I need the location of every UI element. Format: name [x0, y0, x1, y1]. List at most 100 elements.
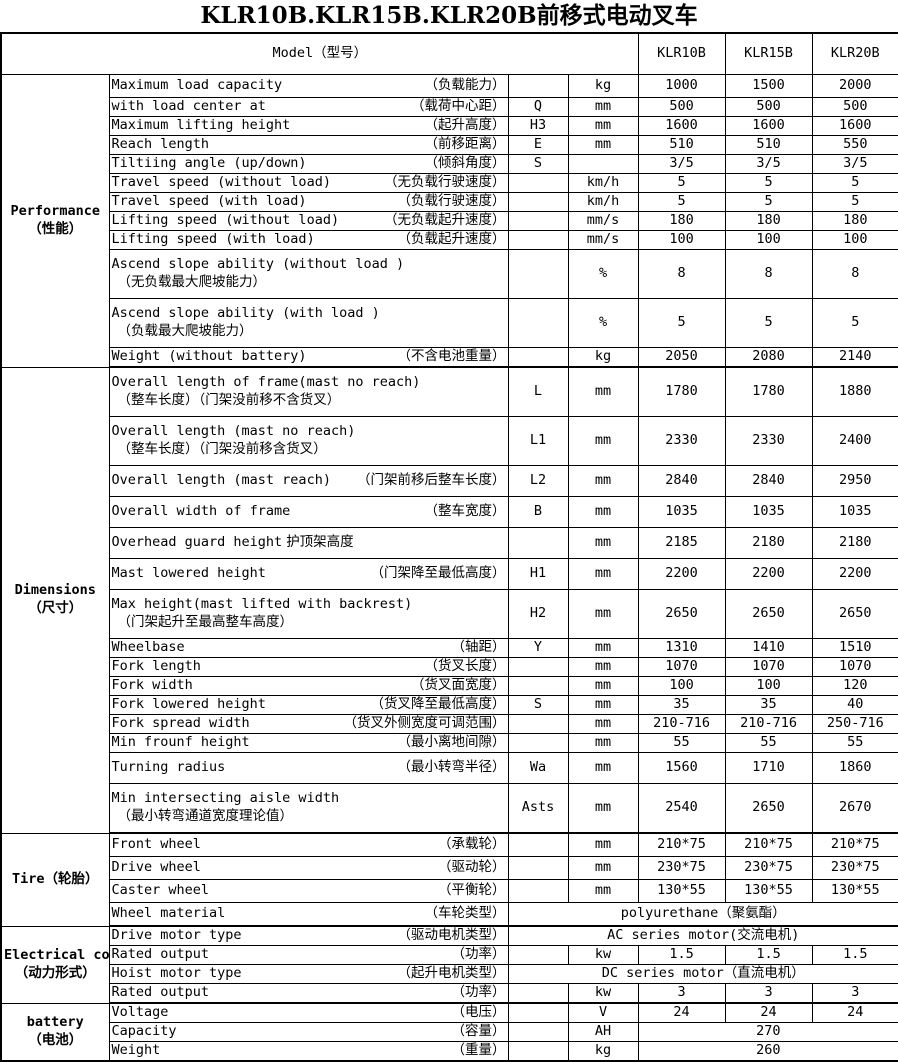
spec-description: Travel speed (without load) （无负载行驶速度）	[108, 173, 509, 193]
unit-cell: mm	[567, 879, 639, 903]
symbol-cell: S	[507, 154, 569, 174]
description-en: Ascend slope ability (with load )	[111, 305, 380, 322]
merged-models-value-cell: 260	[637, 1041, 898, 1062]
description-cn: （重量）	[451, 1042, 506, 1059]
category-label-electrical: Electrical components（动力形式）	[0, 925, 110, 1004]
category-label-tire: Tire（轮胎）	[0, 832, 110, 927]
model-header-label: Model（型号）	[0, 32, 639, 75]
page-title: KLR10B.KLR15B.KLR20B前移式电动叉车	[200, 2, 698, 29]
value-cell-model-1: 35	[637, 695, 726, 715]
description-cn: （整车长度）（门架没前移含货叉）	[117, 441, 327, 457]
value-cell-model-3: 2200	[811, 558, 898, 590]
spec-description: Fork width （货叉面宽度）	[108, 676, 509, 696]
unit-cell: km/h	[567, 173, 639, 193]
value-cell-model-2: 100	[724, 676, 813, 696]
description-cn: （无负载最大爬坡能力）	[117, 274, 267, 290]
description-en: Weight	[111, 1042, 161, 1059]
unit-cell: kw	[567, 945, 639, 965]
value-cell-model-1: 2330	[637, 416, 726, 466]
description-en: Capacity	[111, 1023, 177, 1040]
table-row: Fork spread width （货叉外侧宽度可调范围） mm 210-716 21…	[1, 714, 898, 734]
value-cell-model-1: 1.5	[637, 945, 726, 965]
description-cn: （电压）	[451, 1004, 506, 1021]
spec-description: Ascend slope ability (with load ) （负载最大爬坡…	[108, 298, 509, 348]
value-cell-model-1: 1780	[637, 366, 726, 417]
table-row: Ascend slope ability (without load ) （无负载…	[1, 249, 898, 299]
description-cn: （容量）	[451, 1023, 506, 1040]
value-cell-model-1: 3/5	[637, 154, 726, 174]
spec-description: Mast lowered height （门架降至最低高度）	[108, 558, 509, 590]
spec-description: Hoist motor type （起升电机类型）	[108, 964, 509, 984]
unit-cell: mm	[567, 733, 639, 753]
value-cell-model-3: 1.5	[811, 945, 898, 965]
value-cell-model-1: 5	[637, 298, 726, 348]
value-cell-model-3: 2140	[811, 347, 898, 368]
unit-cell: mm	[567, 695, 639, 715]
description-cn: （负载起升速度）	[397, 231, 506, 248]
table-row: Travel speed (without load) （无负载行驶速度） km/h…	[1, 173, 898, 193]
value-cell-model-3: 1070	[811, 657, 898, 677]
value-cell-model-2: 2330	[724, 416, 813, 466]
value-cell-model-1: 1000	[637, 74, 726, 98]
spec-description: Ascend slope ability (without load ) （无负载…	[108, 249, 509, 299]
spec-description: Fork length （货叉长度）	[108, 657, 509, 677]
table-row: Rated output （功率） kw 1.5 1.5 1.5	[1, 945, 898, 965]
description-en: with load center at	[111, 98, 266, 115]
category-label-battery: battery （电池）	[0, 1002, 110, 1062]
unit-cell: mm	[567, 366, 639, 417]
value-cell-model-2: 1600	[724, 116, 813, 136]
value-cell-model-1: 230*75	[637, 856, 726, 880]
table-row: Overhead guard height 护顶架高度 mm 2185 2180 2180	[1, 527, 898, 559]
description-en: Weight (without battery)	[111, 348, 307, 365]
description-cn: （门架降至最低高度）	[370, 565, 506, 582]
value-cell-model-1: 2650	[637, 589, 726, 639]
symbol-cell: H3	[507, 116, 569, 136]
unit-cell: AH	[567, 1022, 639, 1042]
spec-description: Drive wheel （驱动轮）	[108, 856, 509, 880]
unit-cell: kg	[567, 1041, 639, 1062]
description-cn: （功率）	[451, 946, 506, 963]
description-cn: （轴距）	[451, 639, 506, 656]
value-cell-model-1: 180	[637, 211, 726, 231]
unit-cell: %	[567, 298, 639, 348]
table-row: Overall length (mast no reach) （整车长度）（门架没…	[1, 416, 898, 466]
description-cn: （承载轮）	[438, 836, 506, 853]
spec-description: Min intersecting aisle width （最小转弯通道宽度理论值…	[108, 783, 509, 834]
value-cell-model-2: 2840	[724, 465, 813, 497]
unit-cell: V	[567, 1002, 639, 1023]
unit-cell: mm	[567, 97, 639, 117]
value-cell-model-2: 230*75	[724, 856, 813, 880]
value-cell-model-2: 130*55	[724, 879, 813, 903]
value-cell-model-1: 210*75	[637, 832, 726, 857]
model-column-header-2: KLR15B	[724, 32, 813, 75]
description-cn: （负载行驶速度）	[397, 193, 506, 210]
description-cn: （负载能力）	[424, 77, 506, 94]
value-cell-model-2: 1410	[724, 638, 813, 658]
specification-table: Model（型号） KLR10B KLR15B KLR20B Performance （性…	[0, 32, 898, 1062]
description-en: Rated output	[111, 984, 210, 1001]
symbol-cell	[507, 676, 569, 696]
value-cell-model-2: 500	[724, 97, 813, 117]
spec-description: Overall width of frame （整车宽度）	[108, 496, 509, 528]
value-cell-model-2: 5	[724, 192, 813, 212]
value-cell-model-2: 210-716	[724, 714, 813, 734]
description-cn: （最小离地间隙）	[397, 734, 506, 751]
description-en: Lifting speed (without load)	[111, 212, 340, 229]
category-en: Electrical components	[4, 946, 109, 963]
spec-description: Overall length of frame(mast no reach) （整…	[108, 366, 509, 417]
unit-cell: mm	[567, 416, 639, 466]
unit-cell: %	[567, 249, 639, 299]
value-cell-model-1: 1070	[637, 657, 726, 677]
value-cell-model-3: 1510	[811, 638, 898, 658]
value-cell-model-2: 1035	[724, 496, 813, 528]
table-row: Weight （重量） kg 260	[1, 1041, 898, 1062]
value-cell-model-2: 2200	[724, 558, 813, 590]
value-cell-model-3: 2670	[811, 783, 898, 834]
table-row: Wheel material （车轮类型） polyurethane（聚氨酯）	[1, 902, 898, 927]
spec-description: Maximum lifting height （起升高度）	[108, 116, 509, 136]
value-cell-model-2: 2650	[724, 589, 813, 639]
merged-value-cell: AC series motor(交流电机)	[507, 925, 898, 946]
